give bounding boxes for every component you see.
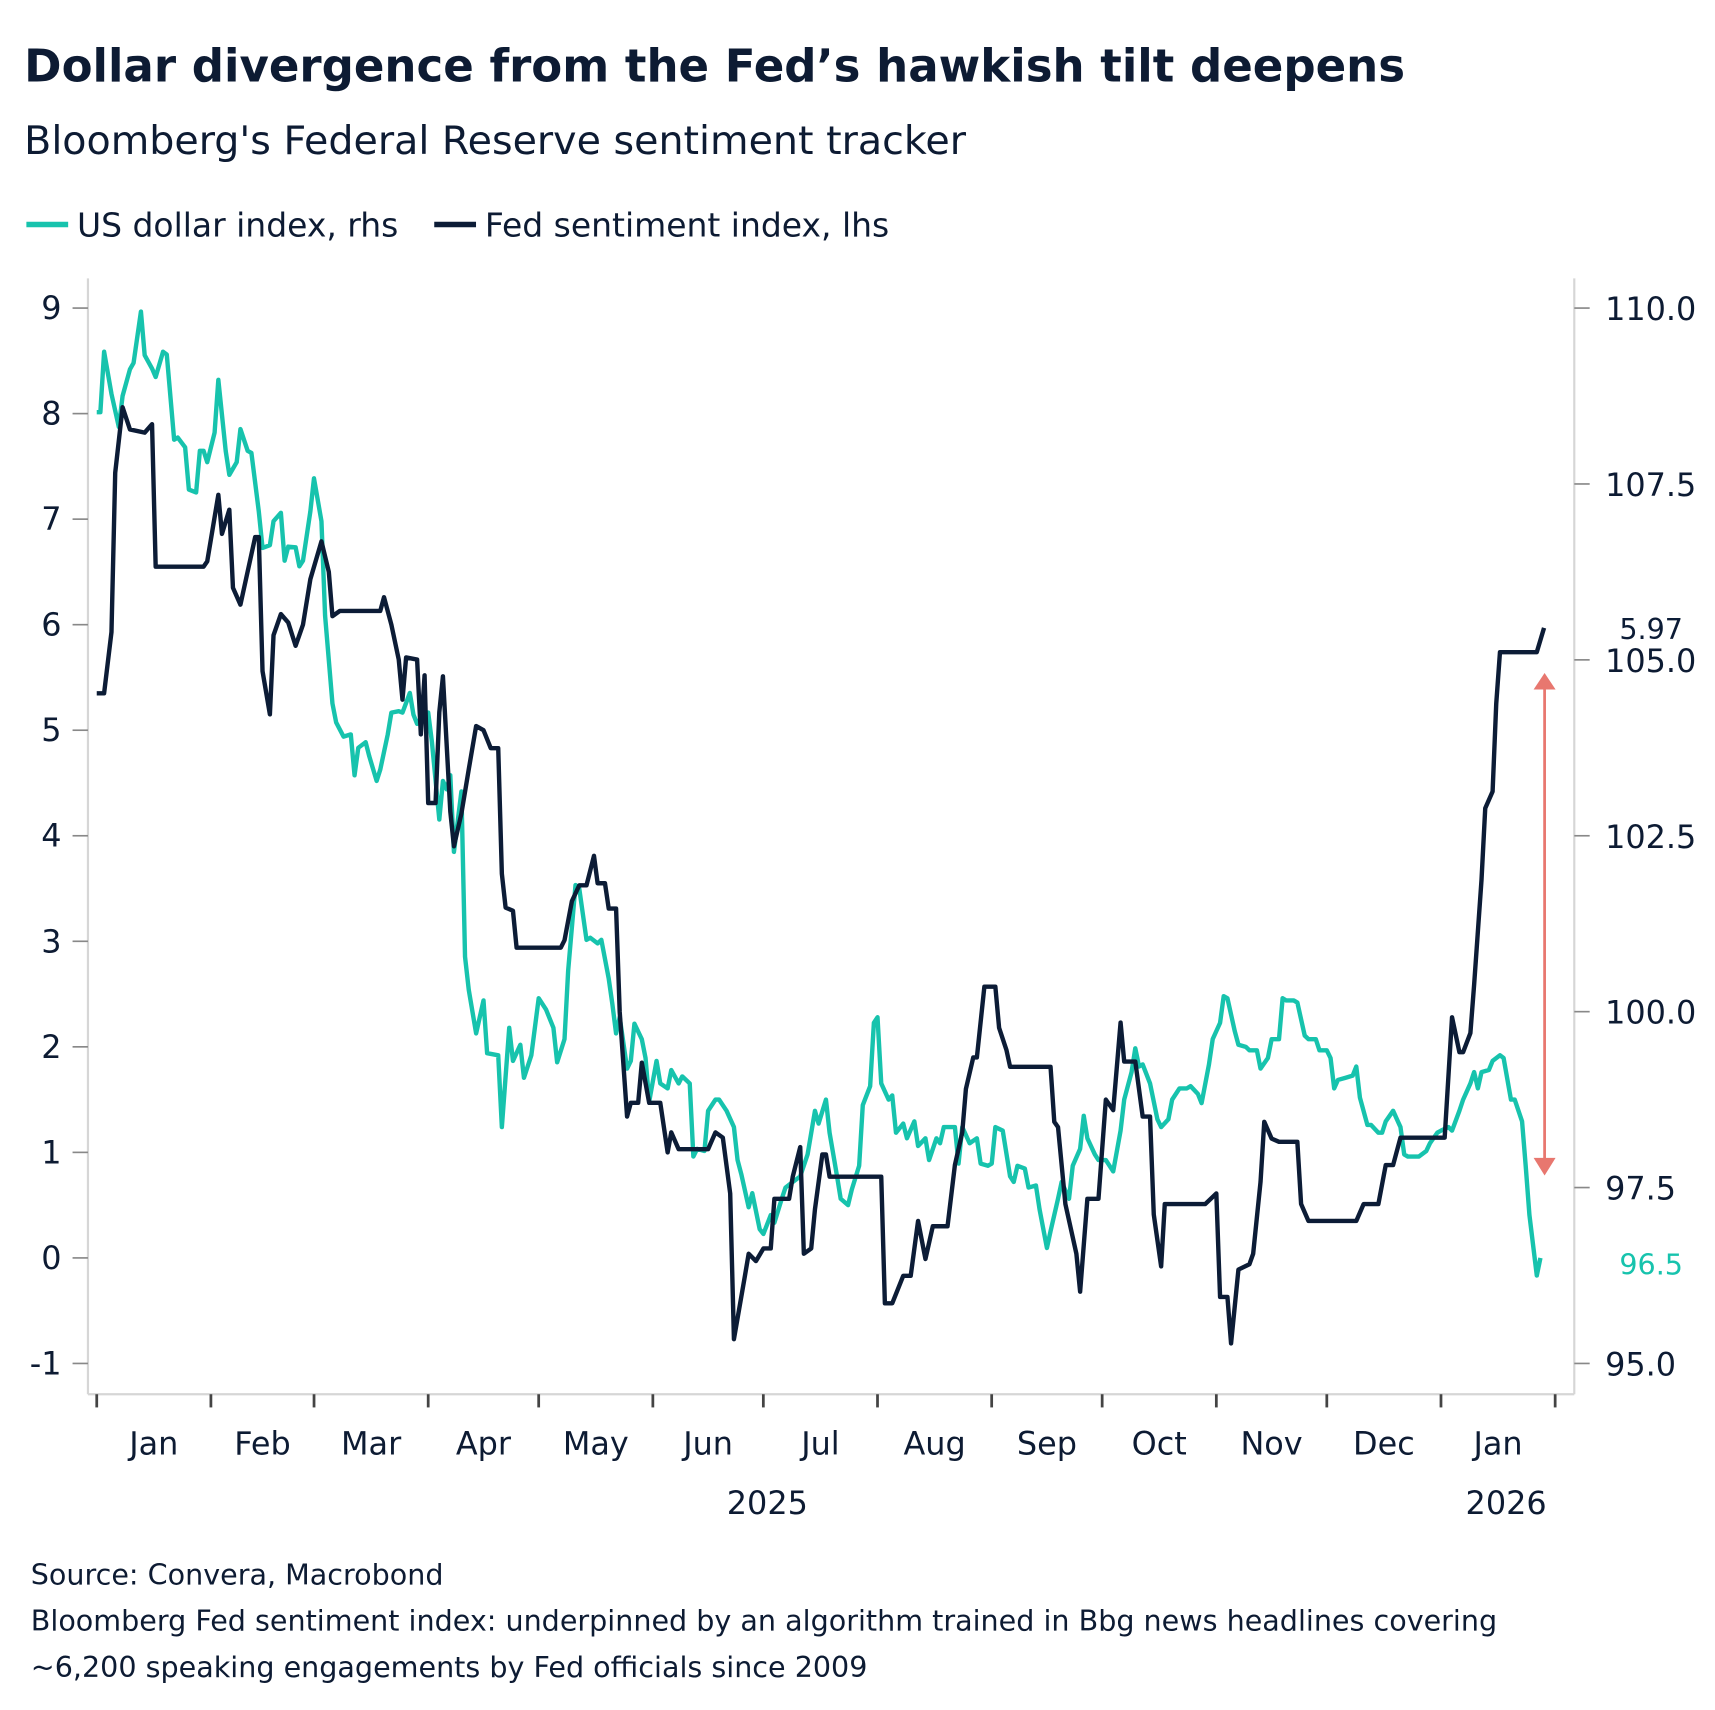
year-label-2025: 2025 (727, 1484, 808, 1522)
x-tick-label: Feb (234, 1425, 290, 1463)
legend: US dollar index, rhs Fed sentiment index… (26, 206, 889, 245)
year-label-2026: 2026 (1466, 1484, 1547, 1522)
x-tick-label: Nov (1240, 1425, 1302, 1463)
left-tick-label: -1 (30, 1344, 62, 1382)
methodology-note-line1: Bloomberg Fed sentiment index: underpinn… (31, 1604, 1497, 1638)
x-tick-label: May (563, 1425, 629, 1463)
axes (86, 278, 1576, 1396)
left-tick-label: 3 (41, 922, 61, 960)
divergence-arrow (1533, 673, 1556, 1176)
source-note: Source: Convera, Macrobond (31, 1557, 444, 1591)
left-tick-label: 0 (41, 1239, 61, 1277)
methodology-note-line2: ~6,200 speaking engagements by Fed offic… (31, 1650, 868, 1684)
x-tick-label: Mar (341, 1425, 402, 1463)
right-tick-label: 95.0 (1605, 1346, 1676, 1384)
x-tick-label: Oct (1132, 1425, 1187, 1463)
x-tick-label: Sep (1017, 1425, 1077, 1463)
left-tick-label: 9 (41, 289, 61, 327)
right-tick-label: 102.5 (1605, 818, 1696, 856)
x-tick-label: Jul (799, 1425, 839, 1463)
x-tick-label: Apr (456, 1425, 512, 1463)
chart-title: Dollar divergence from the Fed’s hawkish… (24, 40, 1405, 93)
right-axis-ticks: 110.0 107.5 105.0 102.5 100.0 97.5 95.0 (1574, 290, 1696, 1384)
left-tick-label: 6 (41, 606, 61, 644)
left-tick-label: 1 (41, 1133, 61, 1171)
x-tick-label: Jun (681, 1425, 733, 1463)
left-tick-label: 2 (41, 1028, 61, 1066)
left-tick-label: 8 (41, 395, 61, 433)
chart-subtitle: Bloomberg's Federal Reserve sentiment tr… (24, 118, 967, 164)
right-tick-label: 105.0 (1605, 642, 1696, 680)
legend-label-fed: Fed sentiment index, lhs (485, 206, 889, 245)
right-tick-label: 107.5 (1605, 466, 1696, 504)
legend-label-usd: US dollar index, rhs (77, 206, 398, 245)
x-tick-label: Jan (1471, 1425, 1522, 1463)
right-tick-label: 100.0 (1605, 994, 1696, 1032)
left-axis-ticks: 9 8 7 6 5 4 3 2 1 0 -1 (30, 289, 88, 1382)
x-tick-label: Aug (903, 1425, 965, 1463)
series-line-usd (96, 309, 1543, 1278)
series-line-fed (96, 405, 1547, 1346)
end-label-usd: 96.5 (1619, 1247, 1683, 1281)
right-tick-label: 97.5 (1605, 1170, 1676, 1208)
x-tick-label: Jan (127, 1425, 178, 1463)
x-axis-ticks: Jan Feb Mar Apr May Jun Jul Aug Sep Oct Nov Dec Jan (95, 1394, 1557, 1463)
left-tick-label: 4 (41, 817, 61, 855)
left-tick-label: 5 (41, 711, 61, 749)
right-tick-label: 110.0 (1605, 290, 1696, 328)
end-label-bg (1611, 607, 1700, 641)
x-tick-label: Dec (1353, 1425, 1415, 1463)
arrow-head-down (1533, 1157, 1556, 1176)
arrow-head-up (1533, 673, 1556, 690)
left-tick-label: 7 (41, 500, 61, 538)
end-label-fed: 5.97 (1619, 612, 1683, 646)
